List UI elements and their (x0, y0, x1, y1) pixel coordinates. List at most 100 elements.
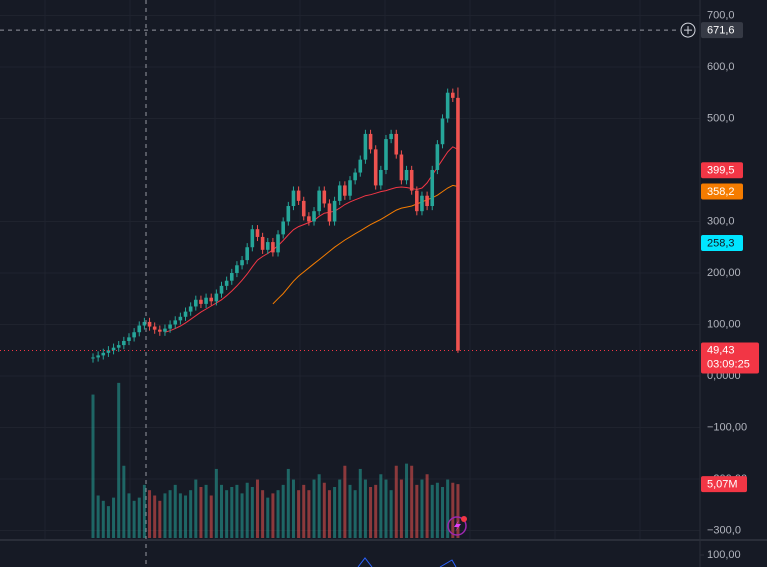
volume-bar (255, 479, 259, 538)
y-tick-label: 700,0 (707, 9, 735, 21)
lower-indicator-line (439, 559, 457, 567)
volume-bar (204, 484, 208, 538)
candle-body (106, 350, 111, 353)
volume-label-text: 5,07M (707, 479, 738, 491)
volume-bar (399, 479, 403, 538)
candle-body (307, 216, 311, 222)
candle-body (368, 133, 373, 150)
candle-body (322, 190, 327, 204)
price-label-box (701, 162, 743, 179)
volume-bar (358, 468, 362, 538)
candle-body (358, 159, 363, 173)
volume-bar (106, 506, 110, 538)
volume-bar (435, 482, 439, 538)
alert-icon-dot (461, 516, 467, 522)
volume-bar (240, 493, 244, 538)
volume-bar (199, 487, 203, 538)
volume-bar (384, 479, 388, 538)
candle-body (456, 97, 460, 351)
candle-body (281, 221, 285, 235)
volume-bar (441, 487, 445, 538)
last-price-text: 49,43 (707, 344, 735, 356)
alert-icon-ring[interactable] (447, 516, 467, 536)
candle-body (152, 326, 157, 330)
volume-bar (363, 479, 367, 538)
volume-bar (261, 490, 265, 538)
y-tick-label: 600,0 (707, 61, 735, 73)
candle-body (240, 260, 244, 266)
candle-body (163, 328, 167, 332)
candle-body (425, 195, 429, 207)
volume-bar (96, 495, 100, 538)
price-label-box (701, 183, 743, 200)
candle-body (327, 203, 332, 222)
volume-bar (189, 490, 193, 538)
volume-bar (286, 468, 290, 538)
volume-bar (297, 490, 301, 538)
volume-bar (410, 465, 414, 538)
candle-body (96, 355, 100, 358)
volume-bar (214, 468, 218, 538)
candle-body (209, 297, 214, 302)
volume-bar (209, 495, 213, 538)
volume-bar (220, 484, 223, 538)
candle-body (255, 229, 260, 237)
volume-bar (302, 484, 306, 538)
vertical-grid (44, 0, 641, 540)
volume-bar (348, 484, 352, 538)
volume-bar (322, 482, 326, 538)
candle-body (348, 180, 352, 196)
volume-bar (148, 490, 152, 538)
candle-body (435, 144, 440, 170)
countdown-text: 03:09:25 (707, 358, 750, 370)
volume-bar (451, 482, 455, 538)
price-label-box (701, 22, 743, 39)
candle-body (250, 229, 255, 248)
candle-body (286, 206, 291, 222)
candle-body (101, 352, 106, 356)
volume-bar (142, 484, 146, 538)
volume-bar (281, 484, 285, 538)
alert-icon-bolt (454, 520, 461, 532)
volume-bar (250, 487, 254, 538)
volume-bar (194, 479, 198, 538)
volume-bar (327, 490, 331, 538)
candle-body (194, 299, 198, 307)
crosshair-add-icon (684, 26, 692, 35)
candle-body (158, 329, 162, 332)
candle-body (312, 211, 316, 222)
candle-body (168, 324, 172, 329)
y-tick-label: −100,00 (707, 421, 747, 433)
volume-bar (117, 382, 121, 538)
volume-bar (122, 465, 126, 538)
candle-body (373, 149, 378, 186)
candle-body (116, 345, 121, 348)
candle-body (122, 340, 126, 346)
last-price-box (701, 342, 759, 374)
volume-label-box (701, 476, 747, 493)
candle-body (394, 133, 399, 155)
volume-bar (343, 465, 347, 538)
candle-body (389, 133, 393, 140)
price-labels: 671,6 399,5 358,2 258,3 49,43 03:09:25 5,07M (0, 22, 759, 493)
candle-body (178, 316, 183, 321)
alert-icon[interactable] (447, 516, 467, 536)
volume-bar (153, 495, 157, 538)
candle-body (173, 320, 178, 325)
volume-bar (158, 500, 162, 538)
volume-bar (389, 490, 393, 538)
candle-body (183, 311, 188, 317)
lower-tick-label: 100,00 (707, 549, 741, 561)
candle-body (451, 92, 455, 98)
candle-body (276, 234, 280, 253)
candle-body (219, 285, 224, 294)
volume-bar (353, 490, 357, 538)
candle-body (224, 280, 229, 286)
y-tick-label: 300,0 (707, 215, 735, 227)
volume-bar (420, 479, 424, 538)
candle-body (415, 190, 419, 212)
volume-bar (225, 490, 229, 538)
volume-bar (425, 474, 429, 538)
candle-body (430, 169, 435, 207)
